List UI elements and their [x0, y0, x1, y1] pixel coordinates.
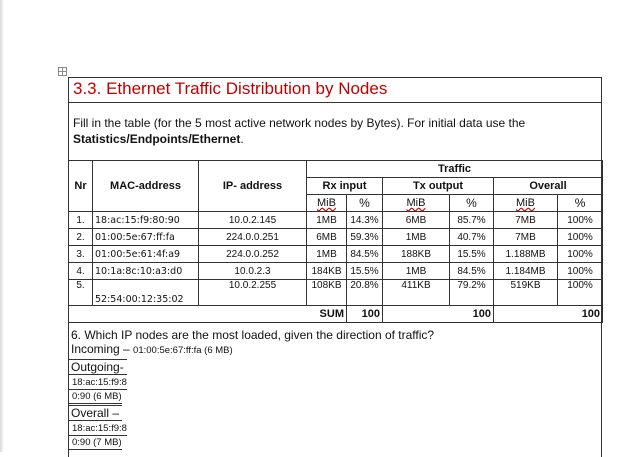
table-row: 3. 01:00:5e:61:4f:a9 224.0.0.252 1MB 84.…	[68, 245, 604, 263]
cell-ip: 10.0.2.255	[198, 279, 307, 306]
header-ov-mib: MiB	[516, 197, 535, 209]
sum-label: SUM	[68, 305, 347, 323]
overall-value-line2: 0:90 (7 MB)	[68, 436, 122, 450]
cell-tx-mib: 188KB	[382, 245, 450, 263]
cell-tx-mib: 6MB	[382, 211, 450, 229]
cell-ip: 10.0.2.3	[198, 262, 307, 280]
header-rx: Rx input	[306, 177, 383, 195]
cell-ov-mib: 1.188MB	[493, 245, 558, 263]
cell-mac: 10:1a:8c:10:a3:d0	[92, 262, 199, 280]
header-row-1: Nr MAC-address IP- address Traffic	[68, 160, 604, 212]
sum-row: SUM 100 100 100	[68, 305, 604, 323]
incoming-value: 01:00:5e:67:ff:fa (6 MB)	[133, 345, 233, 356]
cell-tx-pct: 40.7%	[449, 228, 494, 246]
header-mac: MAC-address	[92, 160, 199, 212]
cell-ov-mib: 1.184MB	[493, 262, 558, 280]
section-heading: 3.3. Ethernet Traffic Distribution by No…	[73, 79, 388, 98]
header-traffic: Traffic	[305, 160, 604, 178]
incoming-answer: Incoming – 01:00:5e:67:ff:fa (6 MB)	[68, 342, 602, 358]
cell-rx-pct: 15.5%	[346, 262, 383, 280]
header-overall: Overall	[492, 177, 604, 195]
cell-ov-mib: 519KB	[493, 279, 558, 306]
cell-ip: 224.0.0.251	[198, 228, 307, 246]
table-row: 1. 18:ac:15:f9:80:90 10.0.2.145 1MB 14.3…	[68, 211, 604, 229]
cell-nr: 5.	[68, 279, 93, 306]
cell-ip: 10.0.2.145	[198, 211, 307, 229]
cell-nr: 3.	[68, 245, 93, 263]
sum-rx: 100	[346, 305, 383, 323]
traffic-table: Nr MAC-address IP- address Traffic Rx in…	[68, 160, 604, 323]
cell-rx-mib: 1MB	[306, 211, 347, 229]
outgoing-value-line2: 0:90 (6 MB)	[68, 390, 122, 404]
cell-rx-mib: 184KB	[306, 262, 347, 280]
instructions-text: Fill in the table (for the 5 most active…	[73, 116, 526, 130]
page-edge-shadow	[0, 0, 4, 452]
cell-ov-pct: 100%	[556, 262, 604, 280]
cell-tx-pct: 85.7%	[449, 211, 494, 229]
cell-rx-pct: 20.8%	[346, 279, 383, 306]
sum-overall: 100	[492, 305, 604, 323]
cell-rx-mib: 1MB	[306, 245, 347, 263]
instructions-end: .	[240, 132, 244, 146]
header-ip: IP- address	[198, 160, 307, 212]
cell-ov-pct: 100%	[556, 228, 604, 246]
header-tx-mib: MiB	[406, 197, 426, 209]
cell-mac: 18:ac:15:f9:80:90	[92, 211, 199, 229]
cell-tx-mib: 411KB	[382, 279, 450, 306]
overall-value-line1: 18:ac:15:f9:8	[68, 422, 127, 436]
cell-rx-pct: 84.5%	[346, 245, 383, 263]
cell-mac: 01:00:5e:61:4f:a9	[92, 245, 199, 263]
outgoing-label: Outgoing-	[68, 359, 127, 375]
table-row: 2. 01:00:5e:67:ff:fa 224.0.0.251 6MB 59.…	[68, 228, 604, 246]
cell-ov-mib: 7MB	[493, 228, 558, 246]
header-tx: Tx output	[382, 177, 494, 195]
header-row-3: MiB % MiB % MiB %	[69, 194, 604, 212]
instructions-path: Statistics/Endpoints/Ethernet	[73, 132, 241, 146]
sum-tx: 100	[382, 305, 494, 323]
cell-rx-mib: 108KB	[306, 279, 347, 306]
cell-tx-mib: 1MB	[382, 262, 450, 280]
heading-row: 3.3. Ethernet Traffic Distribution by No…	[68, 77, 602, 103]
cell-ov-pct: 100%	[556, 245, 604, 263]
cell-rx-pct: 59.3%	[346, 228, 383, 246]
table-move-handle-icon[interactable]	[58, 67, 67, 76]
table-row: 5. 52:54:00:12:35:02 10.0.2.255 108KB 20…	[68, 279, 604, 306]
header-ov-pct: %	[556, 194, 604, 212]
header-rx-mib: MiB	[317, 197, 336, 209]
overall-label: Overall –	[68, 405, 123, 421]
table-row: 4. 10:1a:8c:10:a3:d0 10.0.2.3 184KB 15.5…	[68, 262, 604, 280]
cell-nr: 1.	[68, 211, 93, 229]
cell-nr: 4.	[68, 262, 93, 280]
cell-nr: 2.	[68, 228, 93, 246]
header-tx-pct: %	[449, 194, 494, 212]
header-nr: Nr	[68, 160, 93, 212]
cell-ov-pct: 100%	[556, 211, 604, 229]
cell-tx-pct: 84.5%	[449, 262, 494, 280]
cell-tx-mib: 1MB	[382, 228, 450, 246]
cell-tx-pct: 15.5%	[449, 245, 494, 263]
cell-ip: 224.0.0.252	[198, 245, 307, 263]
cell-mac: 52:54:00:12:35:02	[92, 279, 199, 306]
question-text: 6. Which IP nodes are the most loaded, g…	[71, 328, 435, 342]
cell-ov-pct: 100%	[556, 279, 604, 306]
cell-mac: 01:00:5e:67:ff:fa	[92, 228, 199, 246]
cell-tx-pct: 79.2%	[449, 279, 494, 306]
cell-rx-mib: 6MB	[306, 228, 347, 246]
cell-ov-mib: 7MB	[493, 211, 558, 229]
instructions-paragraph: Fill in the table (for the 5 most active…	[73, 115, 593, 147]
outgoing-value-line1: 18:ac:15:f9:8	[68, 376, 127, 390]
cell-rx-pct: 14.3%	[346, 211, 383, 229]
header-rx-pct: %	[346, 194, 383, 212]
question-block: 6. Which IP nodes are the most loaded, g…	[68, 328, 602, 450]
incoming-label: Incoming –	[71, 342, 134, 356]
